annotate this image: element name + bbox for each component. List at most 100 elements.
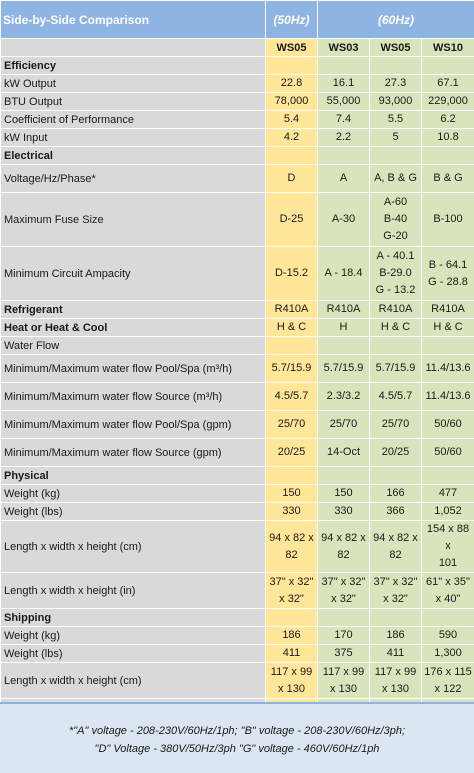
section-label: Efficiency [0,56,266,75]
row-label: Minimum Circuit Ampacity [0,246,266,301]
cell-value: A-60 B-40 G-20 [369,192,422,247]
cell-value: 330 [265,502,318,521]
table-row: Coefficient of Performance 5.4 7.4 5.5 6.2 [0,110,474,129]
section-row: Electrical [0,146,474,165]
cell-value: 117 x 99 x 130 [317,662,370,699]
cell-value: 4.2 [265,128,318,147]
row-label: Length x width x height (cm) [0,662,266,699]
model-name: WS10 [421,38,474,57]
row-label: Coefficient of Performance [0,110,266,129]
cell-value: 5.7/15.9 [317,354,370,383]
cell-value: 25/70 [369,410,422,439]
cell-value: 94 x 82 x 82 [369,520,422,573]
cell-value [265,466,318,485]
cell-value: 186 [265,626,318,645]
cell-value: 5.4 [265,110,318,129]
cell-value: R410A [265,300,318,319]
cell-value: A [317,164,370,193]
table-row: Weight (kg) 150 150 166 477 [0,484,474,503]
footnote-line-1: *"A" voltage - 208-230V/60Hz/1ph; "B" vo… [68,725,406,737]
section-label: Heat or Heat & Cool [0,318,266,337]
cell-value: 78,000 [265,92,318,111]
row-label: Maximum Fuse Size [0,192,266,247]
row-label: Voltage/Hz/Phase* [0,164,266,193]
cell-value [369,466,422,485]
cell-value: 154 x 88 x 101 [421,520,474,573]
comparison-table: Side-by-Side Comparison (50Hz) (60Hz) WS… [0,0,474,735]
cell-value: 11.4/13.6 [421,382,474,411]
cell-value: A - 18.4 [317,246,370,301]
cell-value: 37" x 32" x 32" [369,572,422,609]
row-label: Length x width x height (in) [0,572,266,609]
cell-value: 20/25 [265,438,318,467]
cell-value [265,336,318,355]
table-row: Minimum Circuit Ampacity D-15.2 A - 18.4 A … [0,246,474,301]
cell-value: 150 [317,484,370,503]
row-label: Minimum/Maximum water flow Source (m³/h) [0,382,266,411]
cell-value [421,466,474,485]
cell-value [369,146,422,165]
cell-value [369,56,422,75]
cell-value: H & C [265,318,318,337]
table-row: kW Output 22.8 16.1 27.3 67.1 [0,74,474,93]
cell-value: 229,000 [421,92,474,111]
cell-value: 25/70 [317,410,370,439]
row-label: kW Input [0,128,266,147]
model-row-blank [0,38,266,57]
cell-value [421,336,474,355]
cell-value: 50/60 [421,438,474,467]
row-label: kW Output [0,74,266,93]
table-row: Minimum/Maximum water flow Source (gpm) 2… [0,438,474,467]
cell-value: D-25 [265,192,318,247]
cell-value: 375 [317,644,370,663]
cell-value: 10.8 [421,128,474,147]
table-row: kW Input 4.2 2.2 5 10.8 [0,128,474,147]
footnote: *"A" voltage - 208-230V/60Hz/1ph; "B" vo… [0,702,474,773]
cell-value: 170 [317,626,370,645]
cell-value: 37" x 32" x 32" [317,572,370,609]
cell-value: 67.1 [421,74,474,93]
cell-value: 37" x 32" x 32" [265,572,318,609]
model-name: WS03 [317,38,370,57]
row-label: Weight (lbs) [0,644,266,663]
cell-value: R410A [421,300,474,319]
cell-value: A, B & G [369,164,422,193]
table-row: Weight (kg) 186 170 186 590 [0,626,474,645]
cell-value: H & C [421,318,474,337]
cell-value [265,56,318,75]
cell-value: 1,300 [421,644,474,663]
cell-value [421,608,474,627]
row-label: Minimum/Maximum water flow Pool/Spa (m³/… [0,354,266,383]
row-label: Water Flow [0,336,266,355]
table-row: Maximum Fuse Size D-25 A-30 A-60 B-40 G-20 B… [0,192,474,247]
cell-value: 176 x 115 x 122 [421,662,474,699]
table-row: Length x width x height (in) 37" x 32" x … [0,572,474,609]
row-label: BTU Output [0,92,266,111]
cell-value: B-100 [421,192,474,247]
cell-value: 94 x 82 x 82 [265,520,318,573]
cell-value: 150 [265,484,318,503]
cell-value: B & G [421,164,474,193]
cell-value: H [317,318,370,337]
table-row: Water Flow [0,336,474,355]
cell-value: 61" x 35" x 40" [421,572,474,609]
cell-value: R410A [317,300,370,319]
header-50hz: (50Hz) [265,0,318,39]
section-row: Physical [0,466,474,485]
cell-value: 117 x 99 x 130 [265,662,318,699]
cell-value: 50/60 [421,410,474,439]
cell-value: B - 64.1 G - 28.8 [421,246,474,301]
cell-value: 330 [317,502,370,521]
section-label: Electrical [0,146,266,165]
cell-value: 27.3 [369,74,422,93]
cell-value: 477 [421,484,474,503]
table-row: Minimum/Maximum water flow Pool/Spa (gpm… [0,410,474,439]
row-label: Minimum/Maximum water flow Source (gpm) [0,438,266,467]
header-row: Side-by-Side Comparison (50Hz) (60Hz) [0,0,474,39]
cell-value: 94 x 82 x 82 [317,520,370,573]
cell-value [369,336,422,355]
cell-value: 11.4/13.6 [421,354,474,383]
